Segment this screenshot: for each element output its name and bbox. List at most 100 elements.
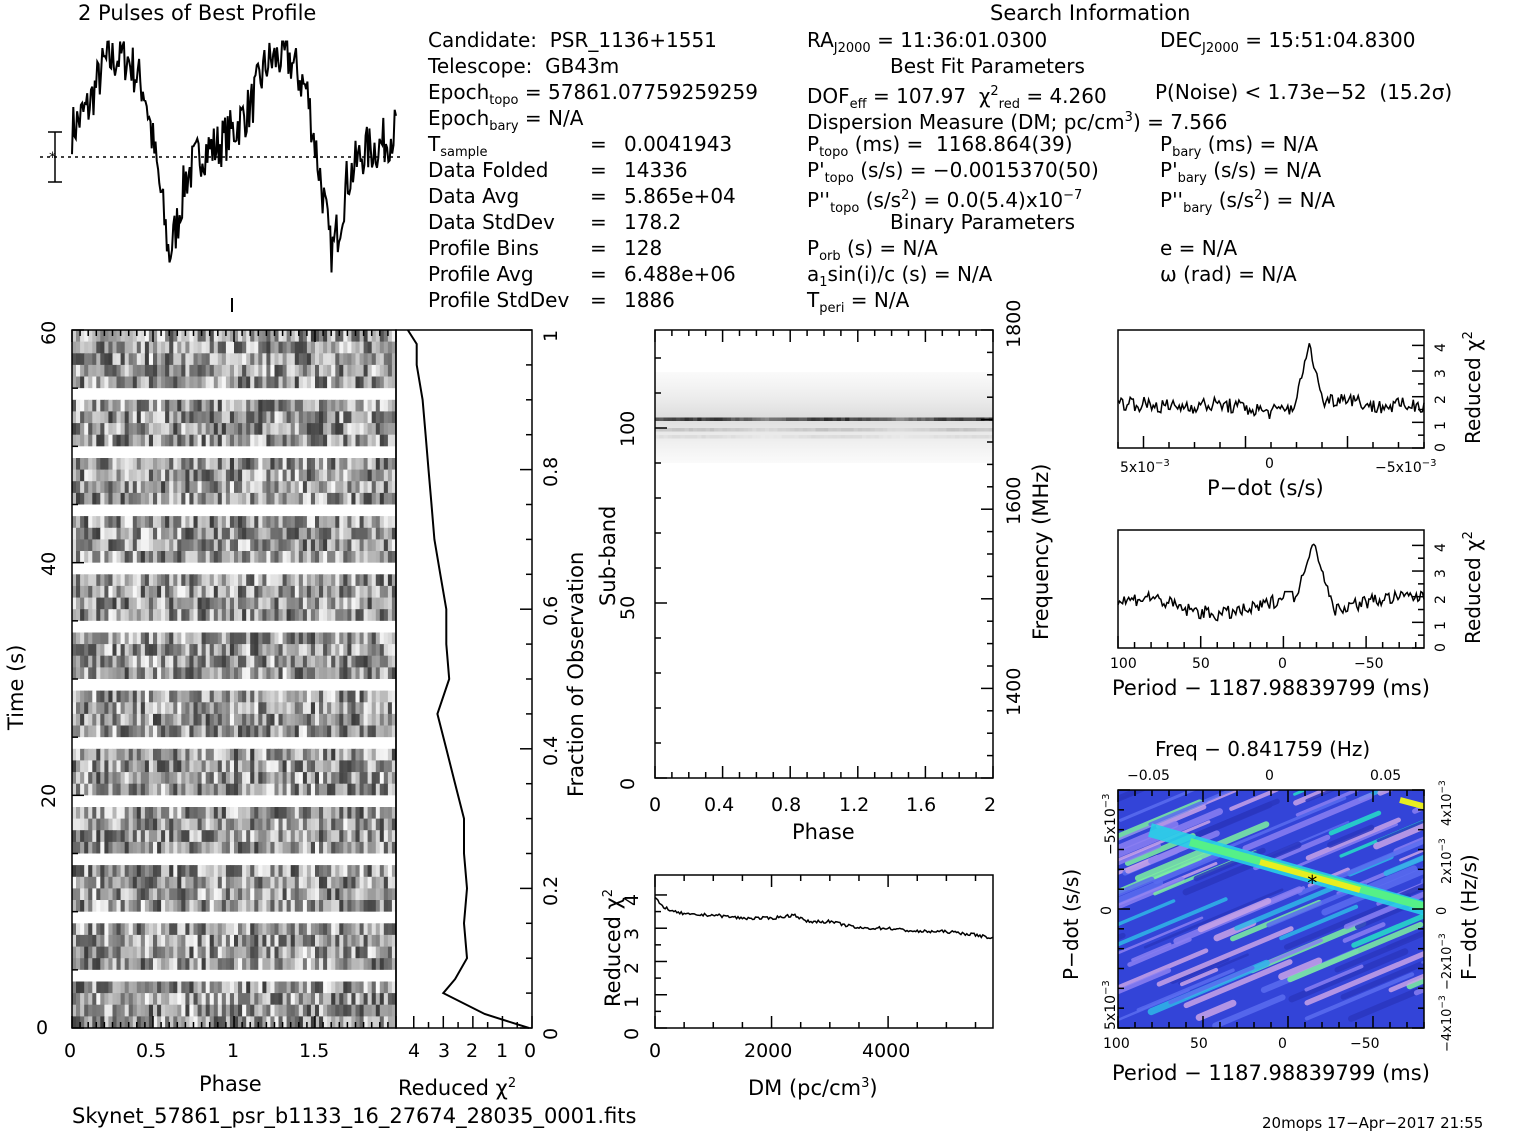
subband-cell bbox=[697, 435, 703, 439]
heatmap-cell bbox=[379, 632, 385, 645]
pp-period-tick-0: 0 bbox=[1278, 1036, 1287, 1052]
heatmap-cell bbox=[72, 539, 77, 552]
heatmap-cell bbox=[124, 516, 130, 529]
heatmap-cell bbox=[225, 946, 231, 959]
heatmap-cell bbox=[128, 644, 134, 657]
heatmap-cell bbox=[355, 760, 361, 773]
heatmap-cell bbox=[197, 772, 203, 785]
heatmap-cell bbox=[387, 551, 393, 563]
heatmap-cell bbox=[351, 341, 356, 354]
heatmap-cell bbox=[217, 667, 223, 680]
heatmap-cell bbox=[221, 481, 227, 494]
heatmap-cell bbox=[234, 958, 239, 971]
heatmap-cell bbox=[181, 818, 186, 831]
heatmap-cell bbox=[100, 934, 105, 947]
heatmap-cell bbox=[278, 364, 284, 377]
heatmap-cell bbox=[84, 725, 89, 738]
heatmap-cell bbox=[383, 830, 389, 843]
heatmap-cell bbox=[298, 492, 304, 505]
subband-cell bbox=[866, 435, 872, 439]
heatmap-cell bbox=[153, 399, 158, 412]
heatmap-cell bbox=[274, 900, 280, 912]
heatmap-cell bbox=[100, 865, 105, 878]
heatmap-cell bbox=[100, 469, 105, 482]
heatmap-cell bbox=[286, 900, 292, 912]
heatmap-cell bbox=[169, 1004, 174, 1017]
heatmap-cell bbox=[229, 830, 235, 843]
heatmap-cell bbox=[383, 644, 389, 657]
pp-period-tick-100: 100 bbox=[1103, 1036, 1130, 1052]
subband-cell bbox=[663, 417, 669, 421]
heatmap-cell bbox=[84, 364, 89, 377]
heatmap-cell bbox=[153, 527, 158, 540]
heatmap-cell bbox=[315, 609, 320, 622]
heatmap-cell bbox=[371, 667, 377, 680]
heatmap-cell bbox=[383, 492, 389, 505]
heatmap-cell bbox=[189, 574, 194, 587]
heatmap-cell bbox=[76, 655, 81, 668]
heatmap-cell bbox=[197, 330, 203, 342]
subband-cell bbox=[849, 428, 855, 432]
heatmap-cell bbox=[331, 865, 336, 878]
heatmap-cell bbox=[254, 667, 259, 680]
heatmap-cell bbox=[100, 690, 105, 703]
heatmap-cell bbox=[359, 1004, 365, 1017]
heatmap-cell bbox=[278, 423, 284, 436]
heatmap-cell bbox=[80, 574, 85, 587]
heatmap-cell bbox=[193, 527, 199, 540]
heatmap-cell bbox=[84, 1016, 89, 1028]
heatmap-cell bbox=[262, 830, 267, 843]
heatmap-cell bbox=[323, 434, 328, 447]
heatmap-cell bbox=[189, 423, 194, 436]
heatmap-cell bbox=[225, 690, 231, 703]
heatmap-cell bbox=[136, 527, 142, 540]
heatmap-cell bbox=[323, 330, 328, 342]
heatmap-cell bbox=[302, 993, 308, 1006]
heatmap-cell bbox=[270, 993, 275, 1006]
heatmap-cell bbox=[100, 702, 105, 715]
heatmap-cell bbox=[173, 690, 178, 703]
heatmap-cell bbox=[148, 434, 154, 447]
heatmap-cell bbox=[193, 981, 199, 994]
pdot-chi2-plot bbox=[1117, 343, 1425, 449]
heatmap-cell bbox=[363, 492, 369, 505]
heatmap-cell bbox=[92, 458, 97, 470]
heatmap-cell bbox=[116, 1004, 122, 1017]
heatmap-cell bbox=[128, 364, 134, 377]
heatmap-cell bbox=[242, 1004, 247, 1017]
heatmap-cell bbox=[112, 1004, 118, 1017]
pp-streak bbox=[1216, 796, 1347, 854]
heatmap-cell bbox=[157, 341, 162, 354]
heatmap-cell bbox=[148, 353, 154, 366]
subband-cell bbox=[735, 428, 741, 432]
heatmap-cell bbox=[355, 632, 361, 645]
subband-cell bbox=[933, 435, 939, 439]
heatmap-cell bbox=[132, 330, 138, 342]
heatmap-cell bbox=[144, 1004, 150, 1017]
heatmap-cell bbox=[173, 364, 178, 377]
heatmap-cell bbox=[238, 411, 243, 424]
heatmap-cell bbox=[355, 341, 361, 354]
heatmap-cell bbox=[250, 458, 255, 470]
heatmap-cell bbox=[302, 888, 308, 901]
heatmap-cell bbox=[128, 830, 134, 843]
heatmap-cell bbox=[351, 376, 356, 389]
heatmap-cell bbox=[120, 807, 126, 819]
heatmap-cell bbox=[234, 481, 239, 494]
heatmap-cell bbox=[347, 1004, 352, 1017]
heatmap-cell bbox=[153, 411, 158, 424]
heatmap-cell bbox=[278, 632, 284, 645]
pp-streak bbox=[1183, 959, 1293, 1009]
heatmap-cell bbox=[278, 783, 284, 796]
heatmap-cell bbox=[136, 807, 142, 819]
heatmap-cell bbox=[339, 1004, 344, 1017]
heatmap-cell bbox=[327, 399, 332, 412]
heatmap-cell bbox=[339, 772, 344, 785]
heatmap-cell bbox=[84, 888, 89, 901]
heatmap-cell bbox=[351, 585, 356, 598]
heatmap-cell bbox=[258, 876, 263, 889]
heatmap-cell bbox=[72, 934, 77, 947]
heatmap-cell bbox=[76, 760, 81, 773]
heatmap-cell bbox=[238, 772, 243, 785]
heatmap-cell bbox=[108, 993, 113, 1006]
